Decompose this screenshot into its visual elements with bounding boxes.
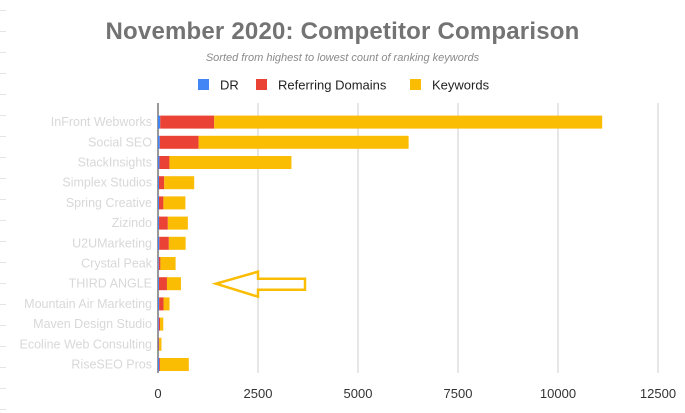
bar-dr xyxy=(158,297,160,311)
legend-label-2: Keywords xyxy=(432,78,490,93)
bar-referring-domains xyxy=(159,135,199,149)
bar-keywords xyxy=(160,257,176,270)
bar-referring-domains xyxy=(159,358,160,371)
bar-referring-domains xyxy=(158,257,161,270)
chart-title: November 2020: Competitor Comparison xyxy=(105,18,580,45)
bar-referring-domains xyxy=(159,196,164,210)
bar-keywords xyxy=(160,358,189,371)
bar-keywords xyxy=(168,236,186,250)
bar-keywords xyxy=(198,135,409,149)
legend-label-0: DR xyxy=(220,78,239,93)
x-tick-label: 5000 xyxy=(344,386,373,401)
bar-referring-domains xyxy=(158,337,160,351)
y-tick-label: Social SEO xyxy=(88,135,152,149)
y-tick-label: Mountain Air Marketing xyxy=(24,297,152,311)
bar-keywords xyxy=(166,277,181,291)
x-tick-label: 7500 xyxy=(444,386,473,401)
bar-referring-domains xyxy=(158,317,161,331)
bar-dr xyxy=(158,156,160,169)
bar-dr xyxy=(158,216,160,230)
y-tick-label: Spring Creative xyxy=(66,196,152,210)
arrow-shape xyxy=(211,270,307,299)
bar-keywords xyxy=(163,196,186,210)
bar-keywords xyxy=(214,115,603,129)
y-tick-label: U2UMarketing xyxy=(72,236,152,250)
legend-label-1: Referring Domains xyxy=(278,78,387,93)
bar-referring-domains xyxy=(159,156,170,169)
chart-subtitle: Sorted from highest to lowest count of r… xyxy=(205,52,480,64)
bar-keywords xyxy=(169,156,292,169)
y-tick-label: InFront Webworks xyxy=(51,115,152,129)
bar-referring-domains xyxy=(160,115,215,129)
bar-keywords xyxy=(163,297,170,311)
legend-swatch-2 xyxy=(410,79,421,90)
bar-referring-domains xyxy=(159,216,168,230)
bar-dr xyxy=(158,176,159,190)
legend-swatch-0 xyxy=(198,79,209,90)
x-tick-label: 2500 xyxy=(244,386,273,401)
bar-dr xyxy=(158,317,159,331)
bar-dr xyxy=(158,236,160,250)
y-tick-label: Maven Design Studio xyxy=(33,317,152,331)
bar-referring-domains xyxy=(158,277,167,291)
y-tick-label: THIRD ANGLE xyxy=(69,277,152,291)
x-tick-label: 10000 xyxy=(540,386,576,401)
chart-card xyxy=(6,0,685,413)
bar-keywords xyxy=(167,216,188,230)
bar-dr xyxy=(158,115,161,129)
bar-keywords xyxy=(164,176,195,190)
bar-referring-domains xyxy=(159,297,164,311)
bar-referring-domains xyxy=(159,176,165,190)
y-tick-label: Simplex Studios xyxy=(62,176,152,190)
bar-dr xyxy=(158,196,159,210)
legend-swatch-1 xyxy=(256,79,267,90)
y-tick-label: Ecoline Web Consulting xyxy=(20,337,153,351)
y-tick-label: RiseSEO Pros xyxy=(71,358,152,372)
x-tick-label: 0 xyxy=(154,386,161,401)
bar-dr xyxy=(158,358,160,371)
x-tick-labels: 0 2500 5000 7500 10000 12500 xyxy=(154,386,676,401)
bar-dr xyxy=(158,337,159,351)
chart-legend: DR Referring Domains Keywords xyxy=(198,78,490,93)
annotation-arrow xyxy=(211,270,307,299)
bar-group xyxy=(158,115,603,371)
bar-keywords xyxy=(160,317,164,331)
x-tick-label: 12500 xyxy=(640,386,676,401)
bar-dr xyxy=(158,135,160,149)
y-tick-label: StackInsights xyxy=(78,156,152,170)
bar-dr xyxy=(158,277,159,291)
bar-referring-domains xyxy=(159,236,169,250)
y-tick-label: Crystal Peak xyxy=(81,257,153,271)
bar-keywords xyxy=(159,337,162,351)
y-tick-labels: InFront Webworks Social SEO StackInsights S… xyxy=(20,115,153,371)
bar-dr xyxy=(158,257,159,270)
y-tick-label: Zizindo xyxy=(112,216,152,230)
